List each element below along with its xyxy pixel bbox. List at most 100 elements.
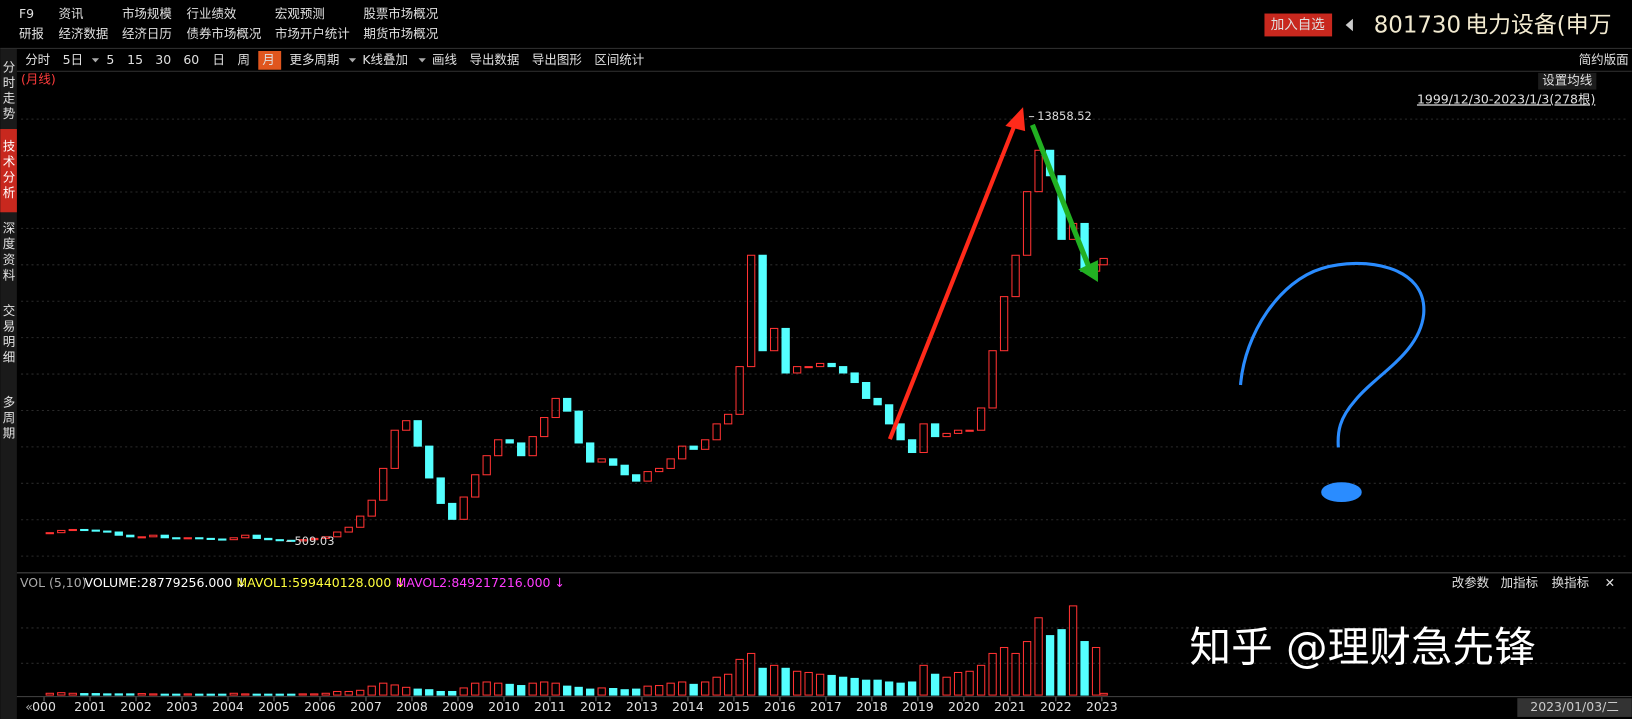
volume-bar (494, 682, 503, 696)
candle (586, 442, 595, 463)
green-arrow (1030, 123, 1092, 268)
indicator-button[interactable]: 换指标 (1552, 575, 1589, 590)
indicator-button[interactable]: 改参数 (1452, 575, 1490, 590)
x-tick-label: 2016 (764, 699, 796, 714)
menu-item[interactable]: 市场开户统计 (275, 26, 350, 41)
back-arrow[interactable] (1345, 18, 1353, 32)
menu-item[interactable]: 股票市场概况 (363, 6, 438, 21)
volume-bar (1057, 629, 1066, 696)
side-tab[interactable]: 深度资料 (1, 222, 16, 284)
candle (206, 537, 215, 540)
toolbar-item[interactable]: 画线 (432, 52, 457, 67)
volume-bar (781, 667, 790, 696)
menu-item[interactable]: 研报 (19, 26, 44, 41)
range-label[interactable]: 1999/12/30-2023/1/3(278根) (1417, 91, 1595, 106)
side-tab[interactable]: 多周期 (1, 395, 16, 442)
scroll-left[interactable]: « (25, 699, 33, 714)
candle (655, 467, 664, 473)
candle (459, 496, 468, 520)
volume-bar (988, 652, 997, 696)
candle (195, 537, 204, 540)
side-tab[interactable]: 技术分析 (1, 139, 16, 201)
menu-item[interactable]: 债券市场概况 (186, 26, 261, 41)
volume-bar (735, 658, 744, 696)
menu-item[interactable]: 市场规模 (122, 6, 172, 21)
volume-bar (356, 689, 365, 696)
volume-bar (586, 688, 595, 696)
toolbar-item[interactable]: 5 (106, 52, 114, 67)
annotation: 509.03 (294, 534, 334, 548)
volume-bar (1011, 652, 1020, 696)
volume-bar (999, 646, 1009, 696)
volume-bar (68, 692, 77, 696)
toolbar-item[interactable]: 30 (155, 52, 171, 67)
watermark: 知乎 @理财急先锋 (1190, 622, 1536, 671)
toolbar-item[interactable]: 15 (127, 52, 143, 67)
volume-bar (126, 693, 135, 696)
side-tab[interactable]: 分时走势 (1, 60, 16, 122)
candle (149, 534, 158, 538)
menu-item[interactable]: 资讯 (59, 6, 84, 21)
menu-item[interactable]: 行业绩效 (186, 6, 236, 21)
candle (735, 366, 744, 415)
x-tick-label: 2017 (810, 699, 842, 714)
toolbar-item[interactable]: 更多周期 (289, 52, 339, 67)
toolbar-item[interactable]: 导出数据 (470, 52, 520, 67)
x-tick-label: 2008 (396, 699, 428, 714)
toolbar-item[interactable]: 区间统计 (594, 52, 644, 67)
volume-bar (367, 685, 376, 696)
volume-bar (298, 693, 307, 696)
volume-bar (1034, 617, 1043, 696)
volume-bar (206, 693, 215, 696)
volume-bar (459, 687, 468, 696)
toolbar-item[interactable]: 分时 (25, 52, 50, 67)
volume-bar (505, 683, 514, 696)
volume-bar (80, 693, 89, 696)
volume-bar (723, 673, 733, 696)
candle (563, 397, 572, 412)
candle (310, 537, 319, 541)
toolbar-item[interactable]: 日 (212, 52, 224, 67)
menu-item[interactable]: F9 (19, 6, 34, 21)
volume-bar (448, 690, 457, 696)
ma-button[interactable]: 设置均线 (1542, 73, 1592, 88)
menu-item[interactable]: 期货市场概况 (363, 26, 438, 41)
volume-bar (551, 682, 560, 696)
candle (160, 534, 169, 539)
toolbar-item[interactable]: K线叠加 (362, 52, 408, 67)
volume-bar (482, 681, 491, 696)
menu-item[interactable]: 经济数据 (59, 26, 109, 41)
volume-bar (321, 692, 330, 696)
toolbar-item[interactable]: 60 (183, 52, 199, 67)
volume-bar (666, 682, 675, 696)
close-button[interactable]: ✕ (1605, 575, 1615, 590)
mavol2-value: MAVOL2:849217216.000 ↓ (396, 575, 565, 590)
menu-item[interactable]: 宏观预测 (275, 6, 325, 21)
volume-bar (195, 693, 204, 696)
side-tab[interactable]: 交易明细 (1, 303, 16, 366)
toolbar-item[interactable]: 周 (237, 52, 249, 67)
candle (597, 458, 606, 463)
menu-item[interactable]: 经济日历 (122, 26, 172, 41)
volume-bar (942, 676, 951, 696)
side-bar (0, 48, 17, 719)
volume-bar (264, 693, 273, 696)
add-button-bg[interactable] (1264, 13, 1333, 37)
candle (402, 420, 411, 431)
candle (333, 531, 342, 538)
volume-bar (632, 688, 641, 696)
volume-bar (861, 679, 871, 696)
layout-button[interactable]: 简约版面 (1579, 52, 1629, 67)
toolbar-item[interactable]: 5日 (63, 52, 83, 67)
dropdown-arrow (348, 58, 357, 63)
add-button[interactable]: 加入自选 (1271, 17, 1326, 33)
volume-bar (1022, 641, 1032, 696)
candle (792, 366, 802, 374)
toolbar-item[interactable]: 月 (262, 52, 274, 67)
ma-button-bg[interactable] (1538, 72, 1597, 90)
x-tick-label: 2012 (580, 699, 612, 714)
toolbar-item[interactable]: 导出图形 (532, 52, 582, 67)
indicator-button[interactable]: 加指标 (1501, 575, 1538, 590)
volume-bar (310, 693, 319, 696)
candle (551, 397, 560, 419)
